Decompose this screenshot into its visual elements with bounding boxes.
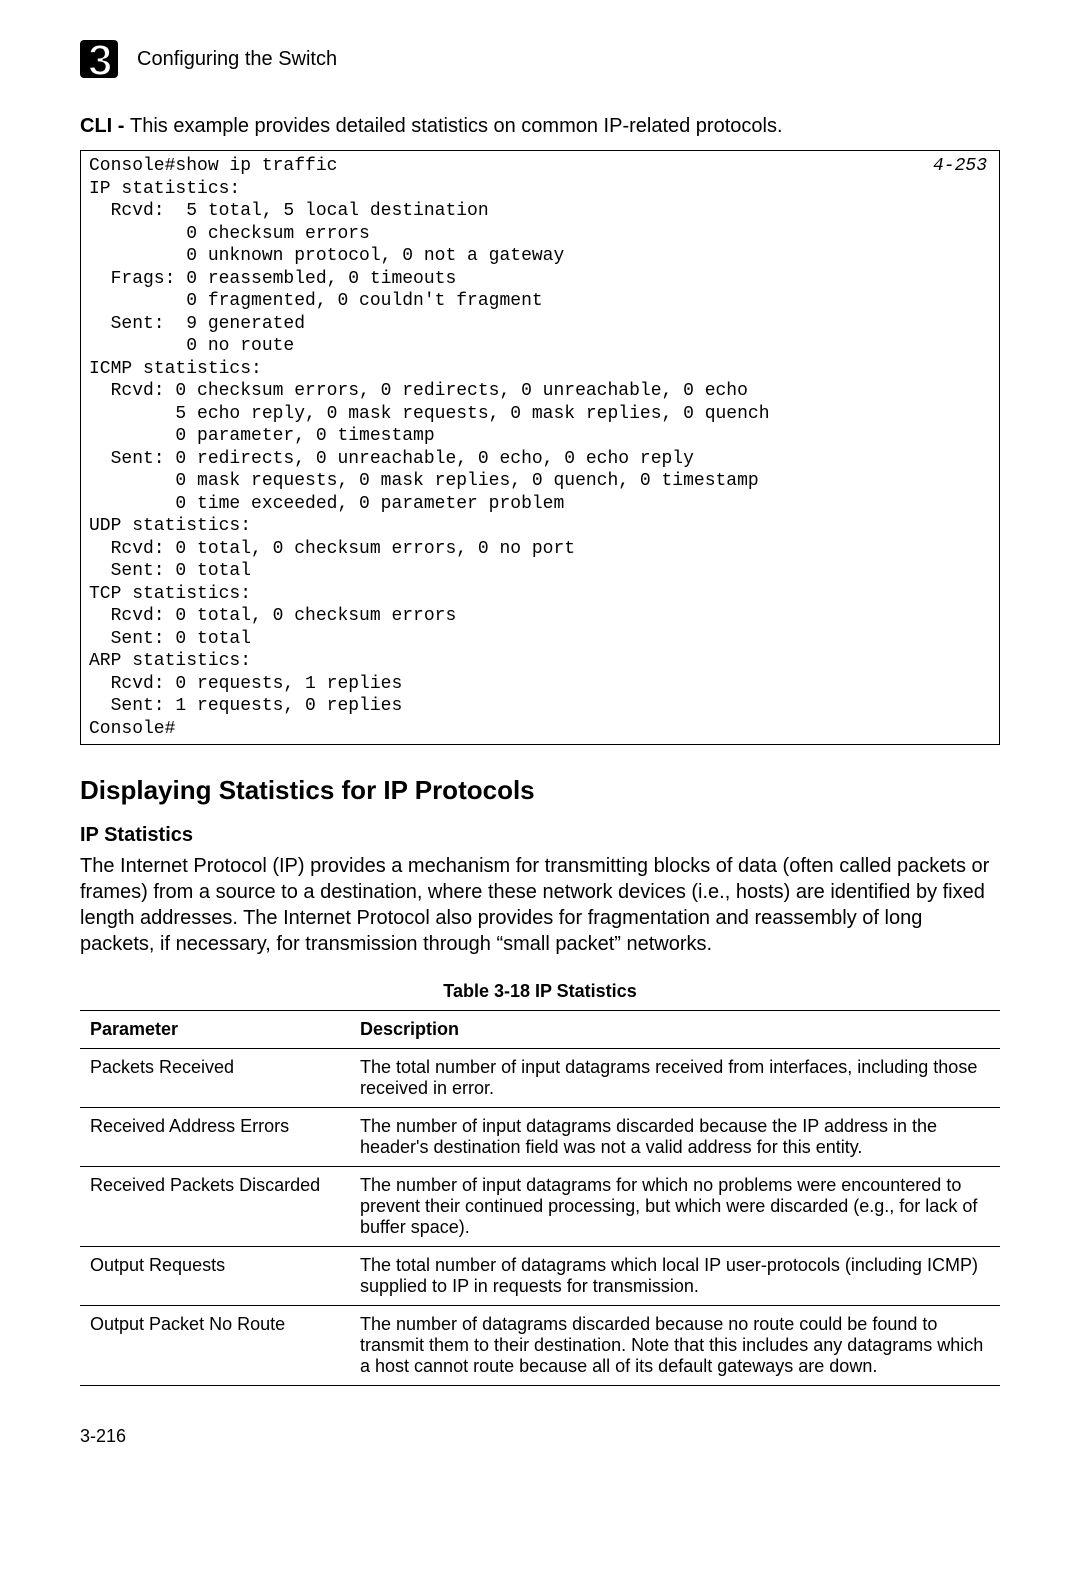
intro-prefix: CLI - bbox=[80, 115, 130, 137]
chapter-title: Configuring the Switch bbox=[137, 48, 337, 71]
intro-text: This example provides detailed statistic… bbox=[130, 115, 783, 137]
table-cell-description: The number of datagrams discarded becaus… bbox=[350, 1306, 1000, 1386]
table-cell-parameter: Packets Received bbox=[80, 1049, 350, 1108]
page-container: 3 Configuring the Switch CLI - This exam… bbox=[0, 0, 1080, 1487]
table-header-row: Parameter Description bbox=[80, 1011, 1000, 1049]
table-row: Received Address ErrorsThe number of inp… bbox=[80, 1108, 1000, 1167]
table-cell-description: The number of input datagrams discarded … bbox=[350, 1108, 1000, 1167]
table-header-description: Description bbox=[350, 1011, 1000, 1049]
table-cell-parameter: Received Address Errors bbox=[80, 1108, 350, 1167]
section-heading: Displaying Statistics for IP Protocols bbox=[80, 775, 1000, 806]
console-text: Console#show ip traffic IP statistics: R… bbox=[89, 156, 770, 739]
table-row: Packets ReceivedThe total number of inpu… bbox=[80, 1049, 1000, 1108]
table-cell-description: The number of input datagrams for which … bbox=[350, 1167, 1000, 1247]
table-cell-description: The total number of input datagrams rece… bbox=[350, 1049, 1000, 1108]
subsection-heading: IP Statistics bbox=[80, 824, 1000, 847]
table-cell-parameter: Output Packet No Route bbox=[80, 1306, 350, 1386]
table-cell-parameter: Output Requests bbox=[80, 1247, 350, 1306]
chapter-header: 3 Configuring the Switch bbox=[80, 40, 1000, 85]
intro-paragraph: CLI - This example provides detailed sta… bbox=[80, 115, 1000, 138]
console-output: 4-253 Console#show ip traffic IP statisti… bbox=[80, 150, 1000, 745]
table-header-parameter: Parameter bbox=[80, 1011, 350, 1049]
chapter-number: 3 bbox=[88, 36, 112, 86]
section-paragraph: The Internet Protocol (IP) provides a me… bbox=[80, 853, 1000, 957]
table-cell-parameter: Received Packets Discarded bbox=[80, 1167, 350, 1247]
console-page-ref: 4-253 bbox=[933, 155, 987, 178]
table-cell-description: The total number of datagrams which loca… bbox=[350, 1247, 1000, 1306]
page-number: 3-216 bbox=[80, 1426, 1000, 1447]
table-row: Received Packets DiscardedThe number of … bbox=[80, 1167, 1000, 1247]
table-caption: Table 3-18 IP Statistics bbox=[80, 981, 1000, 1002]
table-row: Output Packet No RouteThe number of data… bbox=[80, 1306, 1000, 1386]
ip-statistics-table: Parameter Description Packets ReceivedTh… bbox=[80, 1010, 1000, 1386]
chapter-number-icon: 3 bbox=[80, 40, 125, 85]
table-row: Output RequestsThe total number of datag… bbox=[80, 1247, 1000, 1306]
